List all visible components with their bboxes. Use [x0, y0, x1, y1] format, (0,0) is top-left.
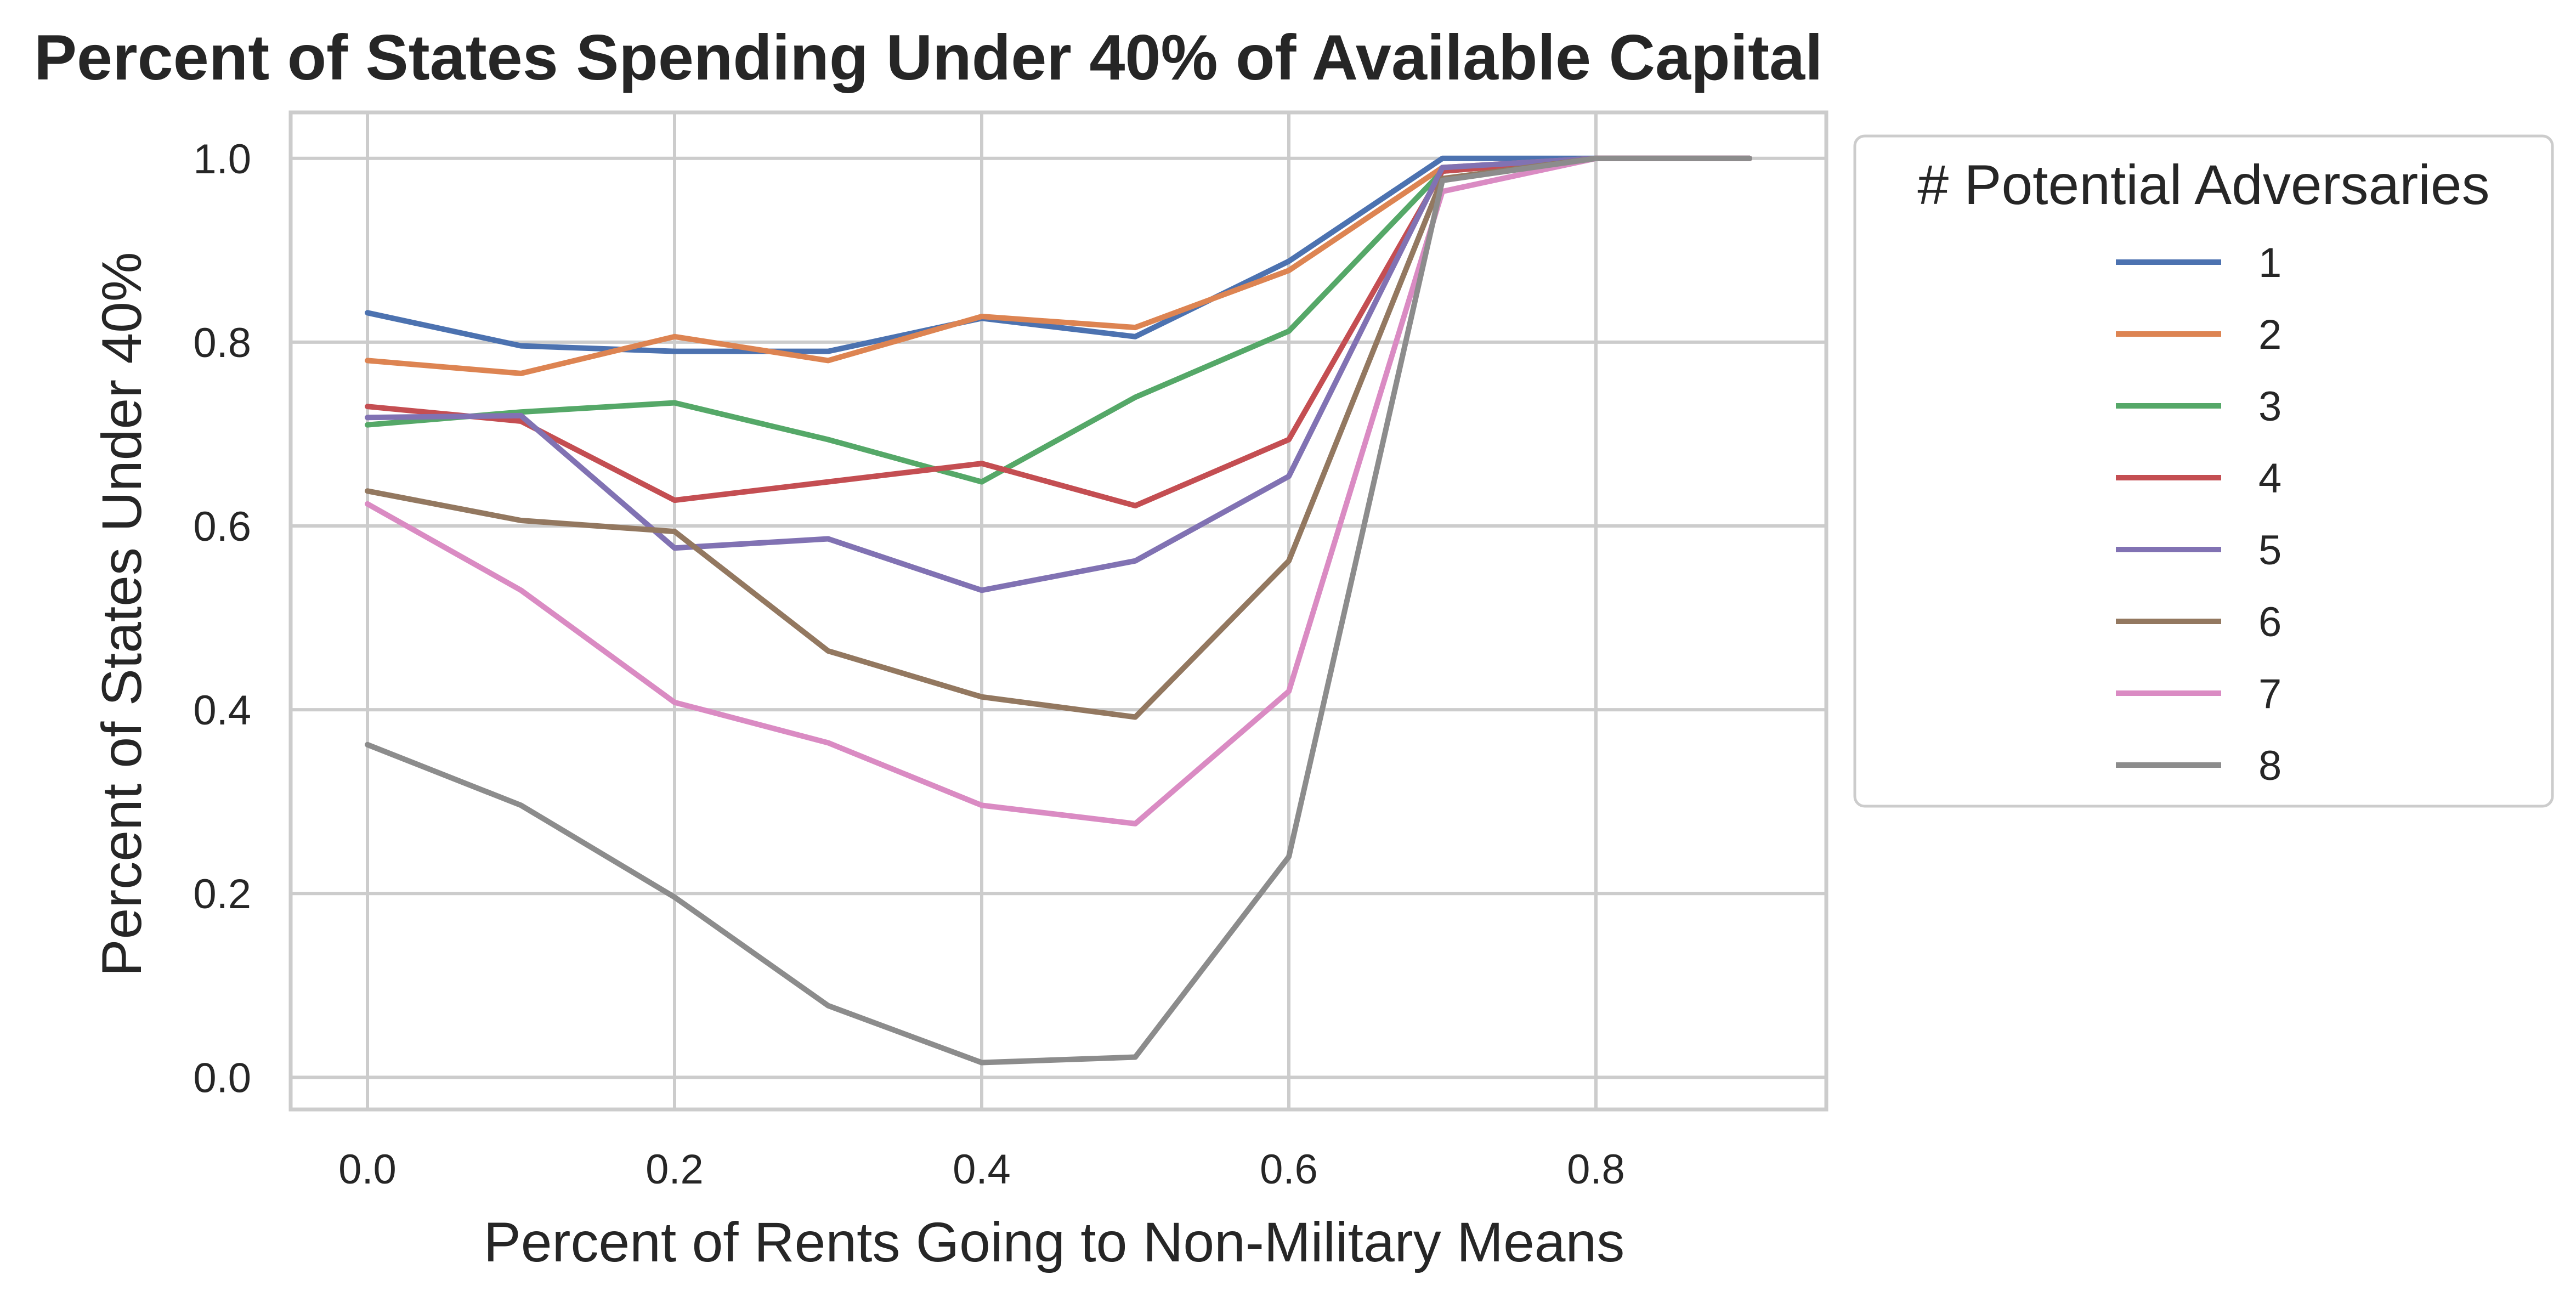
x-tick-label: 0.4: [953, 1146, 1011, 1193]
legend-label-4: 4: [2258, 455, 2281, 502]
x-axis-label: Percent of Rents Going to Non-Military M…: [484, 1211, 1625, 1273]
x-tick-label: 0.8: [1567, 1146, 1625, 1193]
y-tick-labels: 0.0 0.2 0.4 0.6 0.8 1.0: [193, 136, 251, 1102]
series-line-5: [365, 155, 1752, 593]
grid-lines: [291, 112, 1826, 1109]
legend-title: # Potential Adversaries: [1917, 154, 2489, 216]
legend-label-3: 3: [2258, 383, 2281, 430]
y-tick-label: 0.8: [193, 320, 251, 366]
series-line-8: [365, 155, 1752, 1066]
legend-label-8: 8: [2258, 743, 2281, 789]
x-tick-label: 0.0: [338, 1146, 397, 1193]
legend-frame: [1853, 134, 2554, 808]
series-line-7: [365, 155, 1752, 826]
legend-items: 1 2 3 4 5 6 7 8: [2116, 240, 2281, 789]
chart-title: Percent of States Spending Under 40% of …: [34, 21, 1823, 93]
series-line-1: [365, 155, 1752, 354]
legend-label-6: 6: [2258, 599, 2281, 645]
legend-label-1: 1: [2258, 240, 2281, 286]
series-line-4: [365, 155, 1752, 509]
legend-label-7: 7: [2258, 671, 2281, 717]
y-tick-label: 0.4: [193, 687, 251, 734]
x-tick-labels: 0.0 0.2 0.4 0.6 0.8: [338, 1146, 1625, 1193]
legend-label-5: 5: [2258, 527, 2281, 574]
y-tick-label: 0.6: [193, 503, 251, 550]
series-lines: [365, 155, 1752, 1066]
y-axis-label: Percent of States Under 40%: [90, 252, 153, 976]
legend-label-2: 2: [2258, 312, 2281, 358]
legend: # Potential Adversaries 1 2 3 4 5 6 7 8: [1853, 134, 2554, 808]
y-tick-label: 0.2: [193, 871, 251, 918]
plot-frame: [288, 110, 1828, 1112]
x-tick-label: 0.6: [1260, 1146, 1318, 1193]
x-tick-label: 0.2: [646, 1146, 704, 1193]
y-tick-label: 0.0: [193, 1055, 251, 1101]
y-tick-label: 1.0: [193, 136, 251, 183]
